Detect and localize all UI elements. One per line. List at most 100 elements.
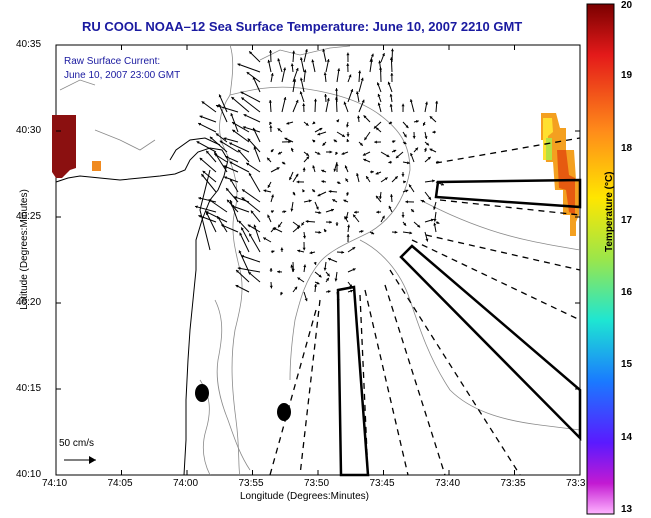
current-vector-head: [403, 134, 407, 138]
x-tick-label: 73:45: [369, 478, 395, 489]
current-vector-head: [223, 165, 227, 169]
y-tick-label: 40:15: [16, 383, 42, 394]
current-vector: [252, 127, 261, 143]
current-vector-head: [374, 140, 377, 144]
current-vector-head: [433, 222, 437, 226]
current-vector-head: [271, 250, 275, 254]
current-vector-head: [386, 154, 390, 157]
current-vector-head: [295, 68, 299, 71]
y-axis-label: Latitude (Degrees:Minutes): [18, 189, 30, 310]
current-vector-head: [436, 221, 440, 224]
current-vector-head: [361, 99, 365, 103]
current-vector-head: [250, 210, 254, 214]
current-vector-head: [302, 235, 306, 239]
current-vector-head: [280, 247, 284, 251]
current-vector-head: [267, 59, 271, 63]
current-vector-head: [232, 122, 236, 125]
current-vector-head: [432, 179, 435, 183]
current-vector-head: [295, 173, 299, 177]
current-vector-head: [421, 199, 425, 203]
current-vector-head: [225, 155, 229, 159]
current-vector-head: [297, 277, 301, 281]
current-vector-head: [302, 247, 306, 251]
current-vector-head: [429, 116, 433, 120]
current-vector-head: [424, 136, 428, 139]
current-vector-head: [302, 167, 306, 171]
current-vector-head: [246, 72, 250, 75]
y-tick-label: 40:20: [16, 297, 42, 308]
current-vector-head: [387, 81, 391, 85]
current-vector-head: [346, 63, 350, 66]
current-vector: [219, 140, 239, 153]
current-vector-head: [198, 122, 202, 126]
current-vector-head: [363, 158, 367, 162]
x-tick-label: 74:00: [173, 478, 199, 489]
current-vector: [240, 91, 261, 103]
current-vector: [239, 232, 250, 253]
current-vector-head: [238, 220, 242, 224]
current-vector-head: [409, 99, 413, 102]
current-vector-head: [195, 205, 198, 209]
current-vector: [235, 269, 250, 283]
current-vector-head: [253, 224, 257, 228]
current-vector-head: [290, 264, 294, 268]
current-vector: [199, 115, 217, 123]
current-vector-head: [296, 180, 300, 184]
current-vector: [247, 138, 261, 153]
y-tick-label: 40:35: [16, 39, 42, 50]
current-vector-head: [269, 268, 273, 271]
current-vector-head: [389, 57, 393, 60]
current-vector-head: [303, 264, 307, 268]
current-vector-head: [346, 234, 350, 237]
current-vector-head: [356, 173, 359, 176]
current-vector: [228, 142, 250, 153]
current-vector-head: [199, 115, 203, 119]
coastline: [55, 137, 229, 476]
current-vector-head: [381, 215, 385, 219]
current-vector-head: [389, 93, 393, 97]
current-vector-head: [401, 215, 405, 218]
current-vector-head: [237, 63, 241, 67]
current-vector-head: [243, 114, 247, 117]
current-vector-head: [321, 169, 325, 173]
current-vector-head: [309, 251, 313, 255]
current-vector-head: [283, 97, 287, 100]
current-vector-head: [417, 224, 421, 228]
current-vector-head: [271, 194, 274, 198]
x-tick-label: 73:55: [238, 478, 264, 489]
current-vector-head: [350, 289, 353, 293]
current-vector: [232, 129, 250, 143]
current-vector: [229, 199, 239, 223]
current-vector: [248, 172, 261, 193]
current-vector: [198, 215, 217, 223]
current-vector-head: [382, 53, 385, 57]
current-vector-head: [215, 133, 219, 137]
current-vector-head: [278, 224, 281, 228]
current-vector: [213, 151, 228, 173]
current-vector: [238, 220, 250, 233]
current-vector-head: [422, 122, 426, 126]
colorbar-tick-label: 20: [621, 0, 633, 11]
current-vector-head: [337, 68, 341, 71]
x-tick-label: 73:40: [435, 478, 461, 489]
current-vector-head: [379, 67, 383, 70]
current-vector-head: [435, 100, 439, 104]
radial-dashed-lines: [269, 137, 581, 476]
current-vector-head: [202, 170, 206, 174]
current-vector-head: [343, 199, 347, 203]
current-vector-head: [360, 230, 364, 233]
current-vector-head: [401, 103, 405, 107]
current-vector: [245, 162, 261, 173]
current-vector-head: [217, 216, 220, 220]
current-vector-head: [314, 284, 318, 287]
current-vector-head: [277, 128, 281, 132]
current-vector-head: [354, 210, 357, 214]
current-vector: [197, 122, 217, 133]
current-vector-head: [331, 208, 334, 212]
current-vector: [205, 211, 217, 233]
current-vector-head: [360, 77, 364, 81]
current-vector-head: [242, 126, 246, 129]
current-vector-head: [214, 152, 217, 155]
current-vector-head: [350, 89, 354, 92]
current-vector-head: [201, 174, 205, 177]
